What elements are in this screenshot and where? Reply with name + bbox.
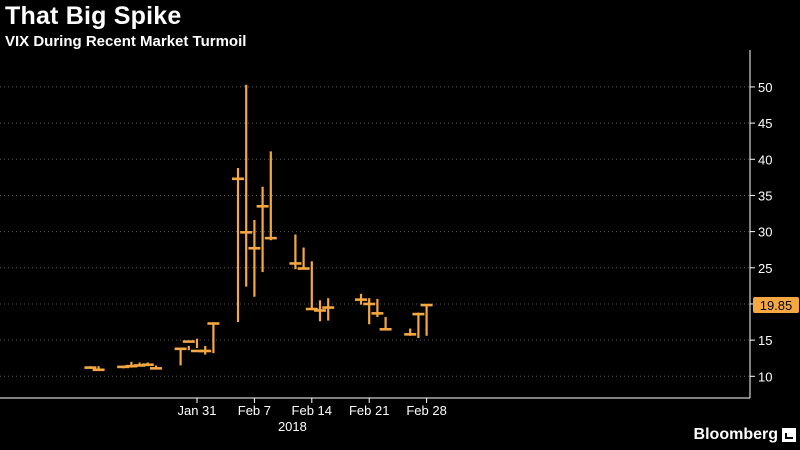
hlc-bar xyxy=(182,340,195,351)
hlc-bar xyxy=(174,347,187,366)
hlc-bar xyxy=(240,84,253,287)
hlc-bar xyxy=(420,303,433,336)
bloomberg-logo: Bloomberg xyxy=(693,426,778,443)
hlc-bar xyxy=(289,234,302,270)
hlc-bar xyxy=(150,365,162,370)
hlc-bar xyxy=(248,220,261,297)
y-tick-label: 30 xyxy=(758,225,772,240)
y-tick-label: 25 xyxy=(758,261,772,276)
hlc-bar xyxy=(404,328,417,336)
hlc-bar xyxy=(314,300,326,322)
hlc-bar xyxy=(232,167,244,323)
y-tick-label: 50 xyxy=(758,80,772,95)
chart-subtitle: VIX During Recent Market Turmoil xyxy=(5,33,247,50)
hlc-bar xyxy=(379,316,392,331)
last-value-badge xyxy=(753,297,799,314)
hlc-bar xyxy=(199,345,212,355)
x-tick-label: Feb 21 xyxy=(349,403,389,418)
hlc-bar xyxy=(84,366,97,369)
x-axis-year-label: 2018 xyxy=(278,419,307,434)
hlc-bar xyxy=(412,312,425,338)
hlc-bar xyxy=(305,261,318,311)
hlc-bar xyxy=(264,151,277,241)
y-tick-label: 45 xyxy=(758,116,772,131)
y-tick-label: 10 xyxy=(758,369,772,384)
hlc-bar xyxy=(371,298,384,317)
last-value-label: 19.85 xyxy=(760,298,793,313)
chart-title: That Big Spike xyxy=(5,2,182,30)
x-tick-label: Jan 31 xyxy=(177,403,216,418)
hlc-bar xyxy=(141,362,154,367)
y-tick-label: 15 xyxy=(758,333,772,348)
hlc-bar xyxy=(256,186,269,273)
x-tick-label: Feb 28 xyxy=(406,403,446,418)
hlc-bar xyxy=(92,366,105,372)
y-tick-label: 40 xyxy=(758,152,772,167)
bloomberg-chart-icon xyxy=(782,428,796,442)
hlc-bar xyxy=(207,322,220,354)
x-tick-label: Feb 7 xyxy=(238,403,271,418)
hlc-bar xyxy=(322,298,335,321)
hlc-bar xyxy=(363,298,376,325)
hlc-bar xyxy=(355,293,367,305)
hlc-bar xyxy=(297,247,310,270)
y-tick-label: 35 xyxy=(758,188,772,203)
x-tick-label: Feb 14 xyxy=(292,403,332,418)
